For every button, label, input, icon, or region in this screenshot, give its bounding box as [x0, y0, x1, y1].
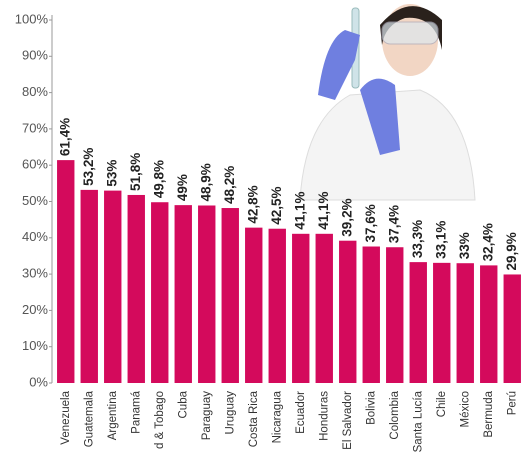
value-label: 33,3%	[410, 220, 425, 258]
x-tick-label: Chile	[436, 391, 448, 417]
bar	[480, 265, 498, 383]
value-label: 41,1%	[292, 192, 307, 230]
bar	[339, 240, 357, 383]
bar	[433, 262, 451, 383]
x-tick-label: Costa Rica	[248, 390, 260, 447]
y-tick-label: 40%	[22, 229, 48, 244]
x-tick-label: Venezuela	[60, 390, 72, 444]
value-label: 32,4%	[480, 223, 495, 261]
x-tick-label: Bolivia	[365, 390, 377, 424]
scientist-photo	[299, 4, 476, 201]
y-tick-label: 90%	[22, 48, 48, 63]
bar	[456, 263, 474, 383]
value-label: 29,9%	[504, 232, 519, 270]
bar	[409, 262, 427, 383]
x-tick-label: Panamá	[130, 390, 142, 433]
value-label: 33%	[457, 232, 472, 259]
x-tick-label: Nicaragua	[271, 390, 283, 443]
x-tick-label: Argentina	[107, 390, 119, 440]
value-label: 49,8%	[151, 160, 166, 198]
x-tick-label: Guatemala	[83, 390, 95, 447]
bar	[245, 227, 263, 383]
bar	[362, 246, 380, 383]
bar	[57, 160, 75, 383]
x-tick-label: d & Tobago	[154, 391, 166, 449]
x-tick-label: Honduras	[318, 391, 330, 441]
y-tick-label: 20%	[22, 302, 48, 317]
x-tick-label: Ecuador	[295, 391, 307, 434]
value-label: 61,4%	[57, 118, 72, 156]
value-label: 33,1%	[433, 221, 448, 259]
y-tick-label: 70%	[22, 120, 48, 135]
x-tick-label: El Salvador	[342, 391, 354, 450]
x-tick-label: Colombia	[389, 390, 401, 439]
bar	[503, 274, 521, 383]
bar	[198, 205, 216, 383]
x-tick-label: Santa Lucía	[412, 390, 424, 452]
value-label: 53%	[104, 160, 119, 187]
value-label: 53,2%	[81, 148, 96, 186]
bar	[127, 194, 145, 383]
y-tick-label: 80%	[22, 84, 48, 99]
bar	[151, 202, 169, 383]
value-label: 48,9%	[198, 163, 213, 201]
x-tick-label: Paraguay	[201, 391, 213, 440]
bar	[386, 247, 404, 383]
bar	[104, 190, 122, 383]
bar	[221, 208, 239, 383]
value-label: 51,8%	[128, 153, 143, 191]
value-label: 37,6%	[363, 204, 378, 242]
y-tick-label: 100%	[15, 11, 49, 26]
y-tick-label: 0%	[29, 374, 48, 389]
bar	[174, 205, 192, 383]
y-tick-label: 50%	[22, 193, 48, 208]
x-tick-label: México	[459, 391, 471, 427]
bar	[315, 233, 333, 383]
x-tick-label: Perú	[506, 391, 518, 415]
value-label: 42,5%	[269, 186, 284, 224]
value-label: 39,2%	[339, 198, 354, 236]
bar	[80, 189, 98, 383]
y-tick-label: 60%	[22, 157, 48, 172]
value-label: 42,8%	[245, 185, 260, 223]
x-tick-label: Cuba	[177, 390, 189, 418]
value-label: 41,1%	[316, 192, 331, 230]
x-tick-label: Bermuda	[483, 390, 495, 437]
value-label: 48,2%	[222, 166, 237, 204]
x-tick-label: Uruguay	[224, 391, 236, 435]
bar	[268, 228, 286, 383]
value-label: 37,4%	[386, 205, 401, 243]
bar	[292, 233, 310, 383]
y-tick-label: 30%	[22, 266, 48, 281]
y-tick-label: 10%	[22, 338, 48, 353]
value-label: 49%	[175, 174, 190, 201]
